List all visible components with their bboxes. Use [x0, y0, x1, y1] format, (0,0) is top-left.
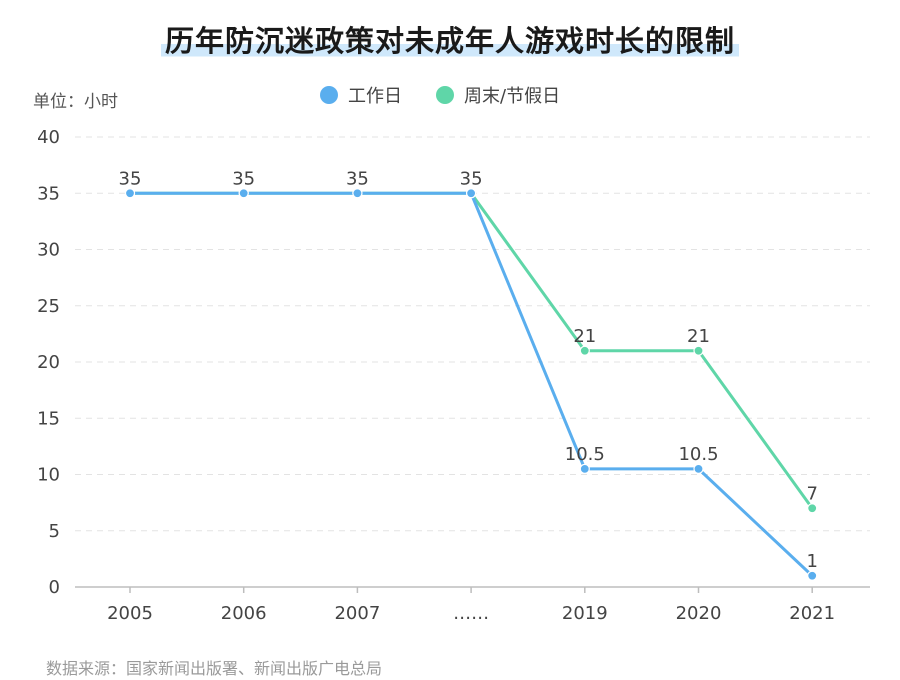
data-point — [466, 188, 477, 199]
data-point — [124, 188, 136, 199]
legend: 工作日 周末/节假日 — [320, 82, 560, 108]
x-tick-label: 2020 — [676, 603, 722, 624]
data-point — [807, 503, 818, 514]
x-tick-label: 2019 — [562, 603, 608, 624]
y-tick-label: 0 — [49, 577, 60, 598]
data-point — [579, 463, 590, 474]
data-point — [807, 570, 818, 581]
data-point — [352, 188, 363, 199]
data-label: 35 — [346, 168, 369, 189]
data-point — [693, 463, 704, 474]
chart-title: 历年防沉迷政策对未成年人游戏时长的限制 — [160, 18, 739, 60]
x-tick-label: 2021 — [789, 603, 835, 624]
legend-label-workday: 工作日 — [348, 86, 402, 107]
y-tick-label: 20 — [37, 352, 60, 373]
data-point — [579, 345, 590, 356]
data-label: 7 — [806, 483, 817, 504]
data-point — [693, 345, 704, 356]
series-line-workday — [130, 191, 814, 577]
legend-swatch-workday — [320, 86, 338, 104]
data-label: 35 — [119, 168, 142, 189]
data-label: 1 — [806, 551, 817, 572]
y-tick-label: 30 — [37, 240, 60, 261]
y-tick-label: 25 — [37, 296, 60, 317]
legend-swatch-weekend — [436, 86, 454, 104]
x-tick-label: 2005 — [107, 603, 153, 624]
y-tick-label: 15 — [37, 408, 60, 429]
data-point — [238, 188, 249, 199]
x-tick-label: 2006 — [221, 603, 267, 624]
legend-label-weekend: 周末/节假日 — [464, 86, 561, 107]
x-tick-label: 2007 — [334, 603, 380, 624]
y-tick-label: 35 — [37, 183, 60, 204]
data-label: 35 — [460, 168, 483, 189]
data-label: 35 — [232, 168, 255, 189]
legend-item-workday[interactable]: 工作日 — [320, 82, 402, 108]
unit-label: 单位：小时 — [33, 92, 118, 112]
data-label: 21 — [687, 326, 710, 347]
data-label: 10.5 — [678, 444, 718, 465]
data-label: 10.5 — [565, 444, 605, 465]
y-tick-label: 5 — [49, 521, 60, 542]
data-label: 21 — [573, 326, 596, 347]
data-source: 数据来源：国家新闻出版署、新闻出版广电总局 — [46, 659, 383, 678]
x-tick-label: …… — [453, 603, 489, 624]
y-tick-label: 10 — [37, 465, 60, 486]
legend-item-weekend[interactable]: 周末/节假日 — [436, 82, 560, 108]
y-tick-label: 40 — [37, 127, 60, 148]
